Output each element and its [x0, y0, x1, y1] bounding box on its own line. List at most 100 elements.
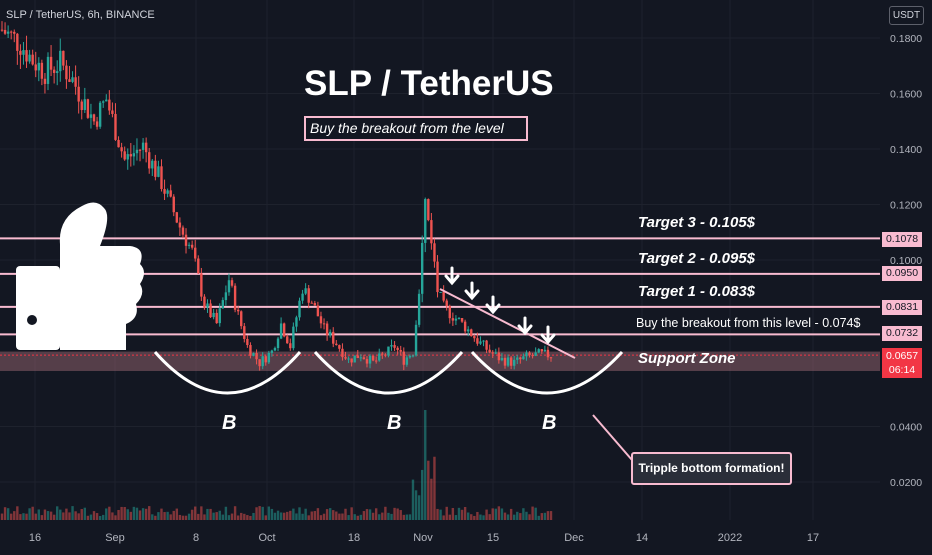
candle-body: [194, 247, 197, 259]
candle-body: [19, 50, 22, 55]
candle-body: [129, 154, 133, 157]
candle-body: [178, 222, 182, 228]
candle-body: [62, 50, 65, 66]
volume-bar: [240, 512, 243, 520]
volume-bar: [466, 512, 470, 520]
candle-body: [473, 336, 476, 339]
volume-bar: [384, 506, 387, 520]
volume-bar: [316, 508, 320, 520]
price-axis[interactable]: 0.1800 0.1600 0.1400 0.1200 0.1000 0.0400 0.02…: [890, 33, 922, 489]
candle-body: [160, 166, 163, 190]
time-axis[interactable]: 16 Sep 8 Oct 18 Nov 15 Dec 14 2022 17: [29, 532, 819, 544]
candle-body: [175, 212, 179, 223]
candle-body: [95, 121, 99, 127]
price-axis-tick: 0.1600: [890, 89, 922, 101]
volume-bar: [246, 515, 249, 520]
volume-bar: [80, 509, 83, 520]
bottom-label-2: B: [387, 412, 402, 434]
candle-body: [350, 358, 353, 363]
candle-body: [494, 352, 497, 354]
candle-body: [236, 309, 240, 312]
candle-body: [224, 292, 228, 301]
volume-bar: [506, 514, 510, 520]
volume-bar: [209, 508, 212, 520]
volume-bar: [178, 514, 182, 520]
candle-body: [479, 341, 482, 344]
currency-badge[interactable]: USDT: [889, 6, 924, 25]
candle-body: [132, 153, 136, 157]
volume-bar: [261, 506, 264, 520]
candle-body: [322, 323, 326, 325]
candle-body: [528, 352, 531, 356]
candle-body: [387, 346, 390, 356]
candle-body: [420, 242, 424, 294]
volume-bar: [203, 514, 206, 520]
volume-bar: [197, 513, 200, 520]
candle-body: [476, 338, 479, 344]
candle-body: [454, 318, 458, 321]
candle-body: [43, 78, 47, 84]
chart-title: SLP / TetherUS: [304, 64, 554, 103]
candle-body: [187, 244, 191, 246]
volume-bar: [344, 508, 347, 520]
candle-body: [282, 323, 286, 337]
candle-body: [25, 50, 28, 62]
volume-bar: [65, 508, 68, 520]
volume-bar: [215, 512, 218, 520]
volume-bar: [282, 512, 286, 520]
candle-body: [6, 31, 10, 34]
candle-body: [123, 151, 126, 160]
symbol-header: SLP / TetherUS, 6h, BINANCE: [6, 9, 155, 21]
candle-body: [31, 54, 34, 65]
volume-bar: [233, 506, 237, 520]
volume-bar: [184, 515, 188, 520]
candle-body: [405, 357, 409, 365]
candle-body: [313, 303, 317, 306]
volume-bars: [0, 410, 553, 520]
volume-bar: [129, 511, 133, 520]
candle-body: [166, 190, 169, 194]
candle-body: [436, 261, 439, 293]
volume-bar: [463, 506, 467, 520]
candle-body: [390, 345, 393, 347]
volume-bar: [442, 515, 445, 520]
price-axis-tick: 0.1200: [890, 200, 922, 212]
candle-body: [52, 69, 56, 73]
candle-body: [258, 359, 261, 367]
bottom-arc: [470, 350, 624, 395]
candle-body: [203, 296, 206, 308]
volume-bar: [411, 479, 415, 520]
volume-bar: [187, 513, 191, 520]
volume-bar: [218, 510, 221, 520]
volume-bar: [25, 513, 28, 520]
candle-body: [102, 101, 105, 103]
candle-body: [13, 31, 16, 34]
candle-body: [255, 353, 258, 360]
candle-body: [451, 318, 455, 321]
volume-bar: [206, 508, 209, 520]
candle-body: [396, 347, 399, 350]
candle-body: [148, 152, 151, 169]
volume-bar: [399, 510, 402, 520]
volume-bar: [10, 513, 13, 520]
time-axis-tick: Oct: [258, 532, 275, 544]
candle-body: [105, 99, 108, 102]
volume-bar: [86, 515, 90, 520]
callout-pointer: [592, 414, 633, 461]
candle-body: [310, 302, 313, 304]
time-axis-tick: 14: [636, 532, 648, 544]
candle-body: [466, 329, 470, 332]
volume-bar: [488, 514, 491, 520]
volume-bar: [144, 508, 148, 520]
candle-body: [34, 64, 37, 71]
candle-body: [154, 160, 157, 177]
down-arrow-icon: [540, 325, 556, 345]
candle-body: [74, 77, 77, 87]
candle-body: [0, 29, 4, 31]
price-axis-tick: 0.1800: [890, 33, 922, 45]
candle-body: [522, 356, 525, 360]
current-price-value: 0.0657: [885, 350, 919, 362]
candle-body: [316, 305, 320, 317]
